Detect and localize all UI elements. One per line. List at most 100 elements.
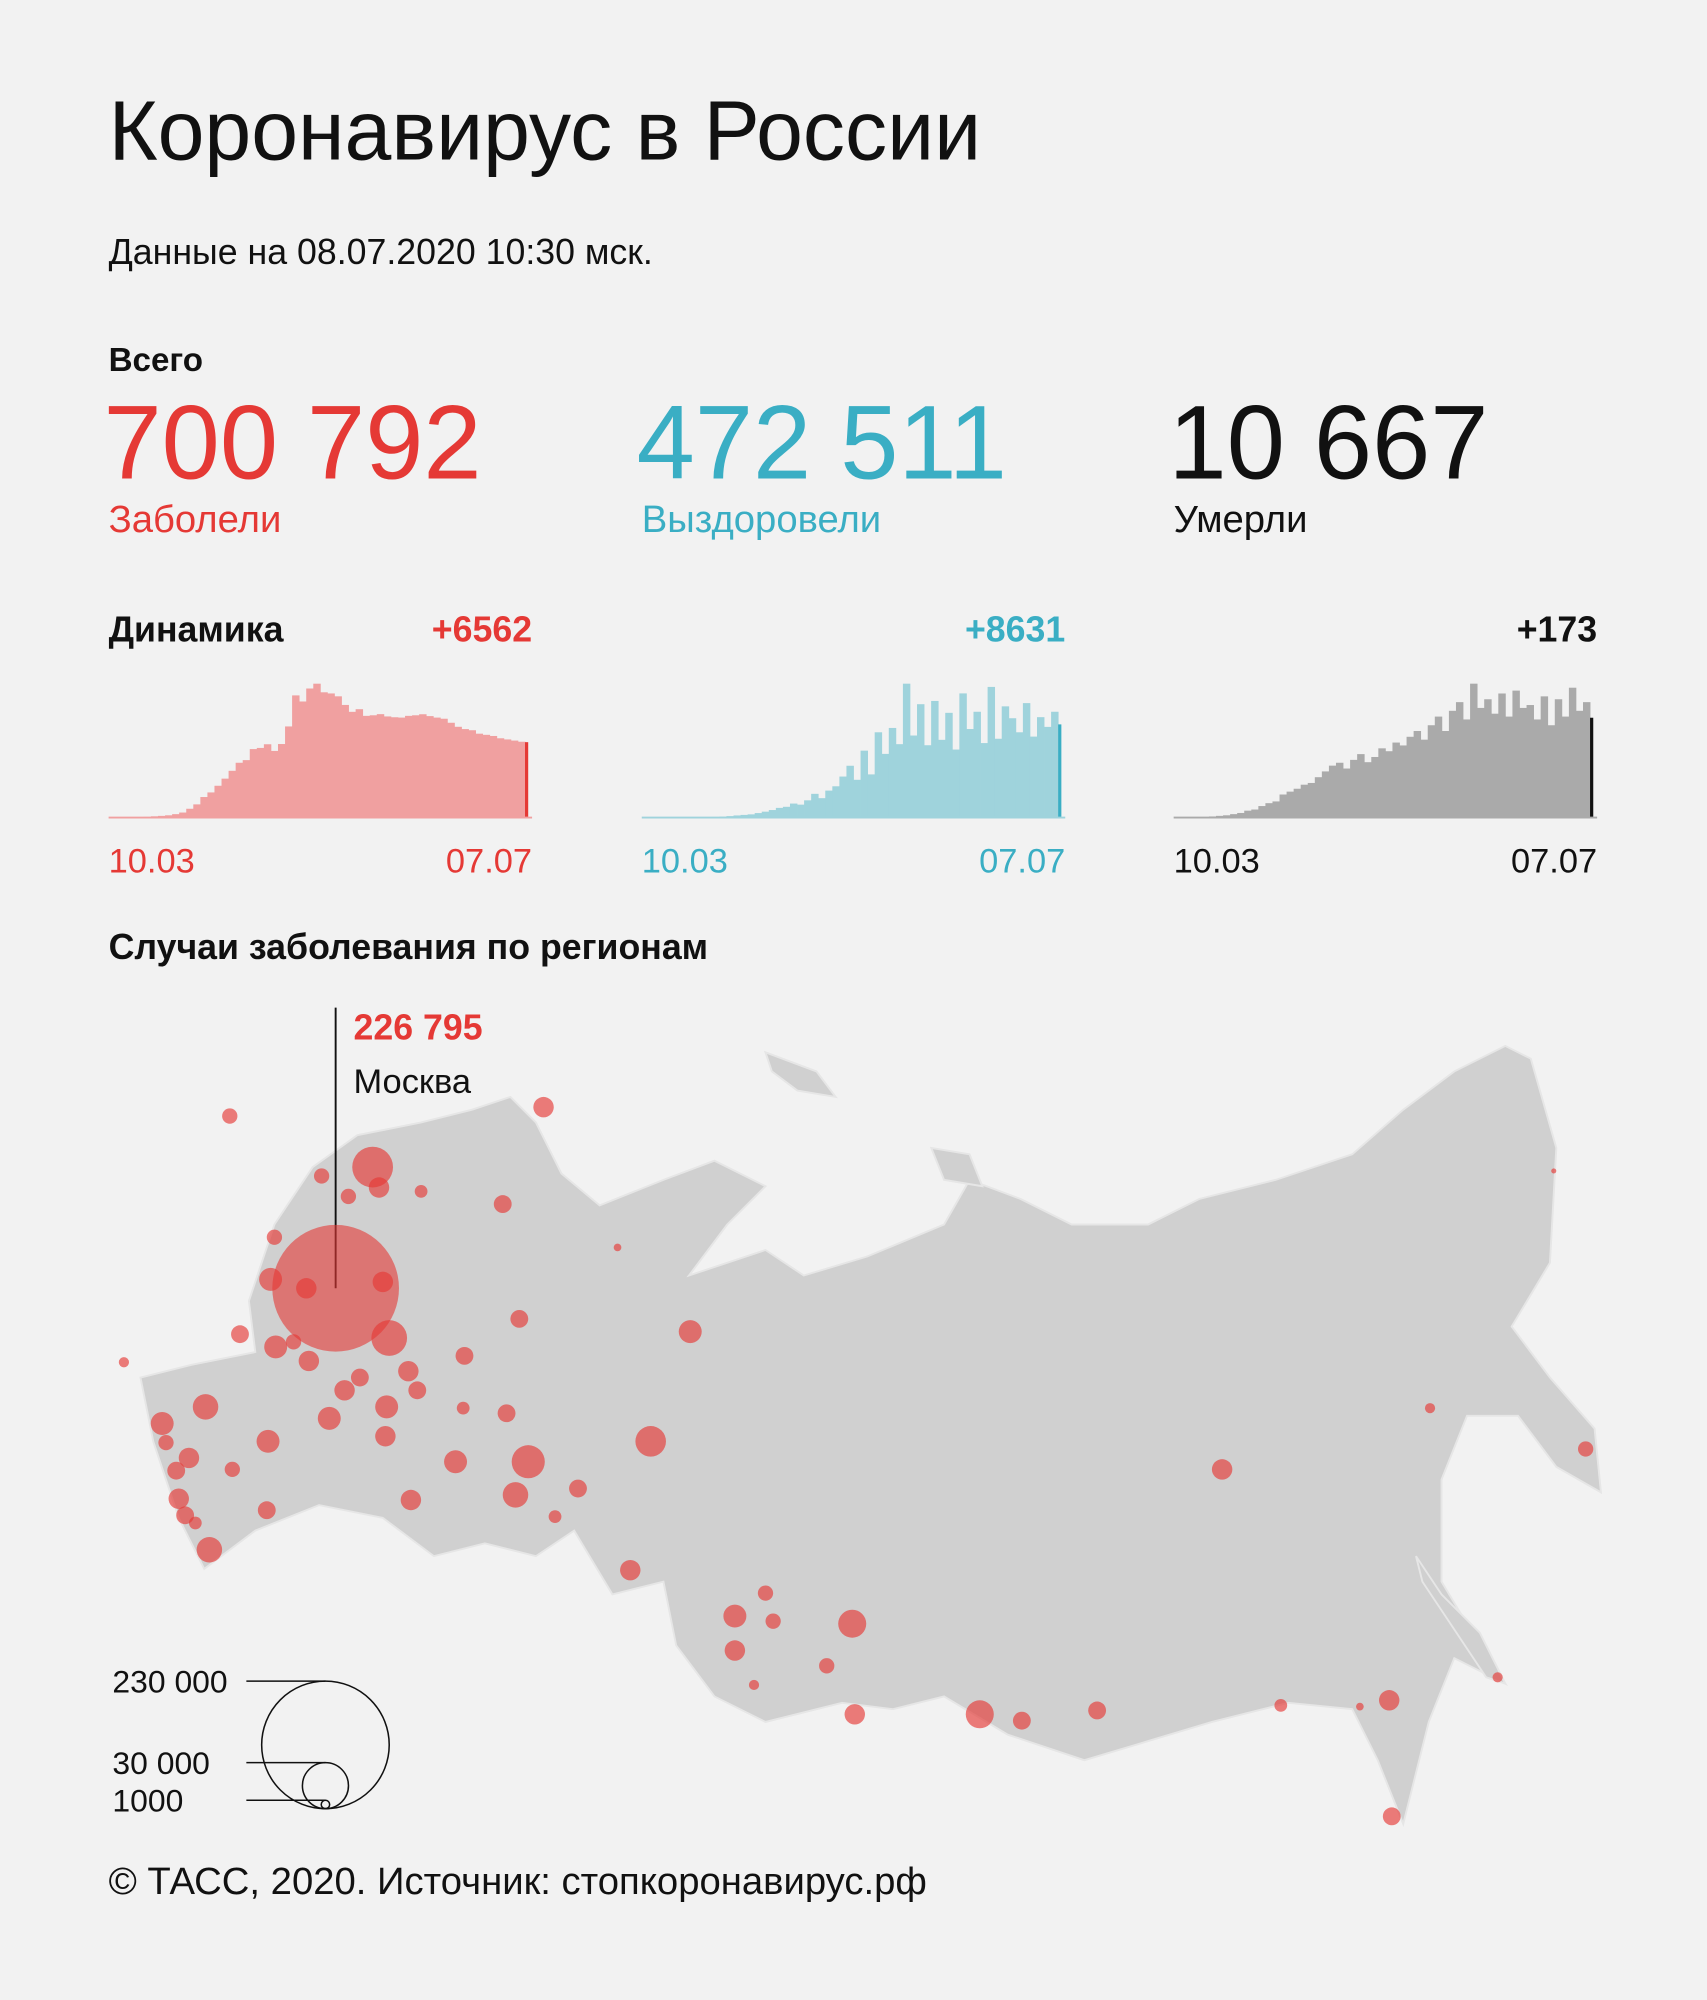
bar (754, 813, 763, 818)
legend-label: 30 000 (112, 1745, 210, 1781)
bar (846, 765, 854, 818)
bar (839, 776, 847, 818)
total-label: Заболели (109, 498, 282, 541)
bar (1350, 759, 1358, 818)
map-island (929, 1146, 984, 1188)
region-bubble (1211, 1459, 1233, 1480)
bar (426, 716, 434, 818)
bar (1230, 814, 1238, 818)
bar (1583, 702, 1591, 818)
bar (496, 738, 505, 818)
bar (1420, 739, 1429, 818)
bar (369, 715, 378, 818)
bar (994, 738, 1003, 818)
bar (468, 730, 476, 818)
region-bubble (408, 1381, 427, 1400)
region-bubble (965, 1700, 994, 1729)
bar (1484, 699, 1492, 818)
bar (228, 770, 237, 818)
region-bubble (838, 1609, 867, 1638)
footer: © ТАСС, 2020. Источник: стопкоронавирус.… (109, 1860, 927, 1903)
bar (1001, 706, 1010, 818)
bar (1427, 725, 1436, 818)
total-value: 472 511 (637, 384, 1007, 501)
bar (1293, 788, 1302, 818)
region-bubble (334, 1380, 355, 1401)
bar (1463, 719, 1471, 818)
total-label: Умерли (1174, 498, 1308, 541)
dynamics-heading: Динамика (109, 610, 285, 650)
x-tick-label: 10.03 (642, 842, 728, 880)
bar (405, 715, 413, 818)
bar (818, 798, 826, 818)
bar (782, 806, 791, 818)
bar (895, 744, 904, 818)
bar (804, 800, 812, 818)
bar (1244, 810, 1252, 818)
region-bubble (317, 1406, 341, 1430)
region-bubble (259, 1267, 283, 1291)
region-bubble (188, 1516, 202, 1530)
bar (938, 739, 946, 818)
bar (902, 683, 911, 818)
bar (952, 749, 960, 818)
bar (1512, 690, 1520, 818)
bar (1314, 777, 1323, 818)
region-bubble (724, 1640, 746, 1661)
bar (249, 749, 258, 818)
bar (1434, 716, 1443, 818)
bar (263, 744, 272, 818)
delta: +6562 (432, 610, 532, 650)
bar (825, 790, 833, 818)
region-bubble (296, 1278, 317, 1299)
bar (1505, 716, 1513, 818)
bar (1441, 731, 1450, 818)
region-bubble (375, 1395, 399, 1419)
bar (327, 693, 335, 818)
bar (945, 712, 953, 818)
bar (1307, 782, 1316, 818)
bar (306, 688, 314, 818)
bar (242, 760, 251, 818)
bar (1590, 717, 1594, 818)
bar (517, 741, 526, 818)
region-bubble (400, 1489, 422, 1511)
bar (931, 700, 939, 818)
region-bubble (1551, 1168, 1557, 1174)
bar (285, 726, 293, 818)
bar (383, 716, 392, 818)
bar (419, 714, 427, 818)
region-bubble (455, 1346, 474, 1365)
bar (355, 709, 364, 818)
bar (1044, 726, 1052, 818)
bar (214, 785, 222, 818)
bar (390, 717, 399, 818)
region-bubble (224, 1461, 240, 1478)
moscow-bubble (272, 1224, 399, 1352)
bar (1058, 724, 1062, 818)
bar (193, 804, 201, 818)
bar (433, 717, 441, 818)
bar (1265, 803, 1273, 818)
bar (1561, 716, 1570, 818)
region-bubble (375, 1426, 396, 1447)
bar (412, 715, 420, 818)
bar (207, 792, 215, 818)
region-bubble (510, 1309, 529, 1328)
bar (200, 797, 208, 818)
bar (959, 693, 967, 818)
bar (1364, 762, 1372, 818)
region-bubble (723, 1604, 747, 1628)
moscow-value: 226 795 (353, 1008, 482, 1048)
bar (1399, 745, 1407, 818)
region-bubble (444, 1450, 468, 1474)
region-bubble (313, 1168, 330, 1184)
bar (874, 732, 883, 818)
bar (1272, 801, 1280, 818)
bar (1568, 687, 1577, 818)
bar (733, 815, 741, 818)
bar (789, 803, 798, 818)
bar (292, 695, 300, 818)
bar (1371, 756, 1379, 818)
region-bubble (231, 1325, 249, 1344)
